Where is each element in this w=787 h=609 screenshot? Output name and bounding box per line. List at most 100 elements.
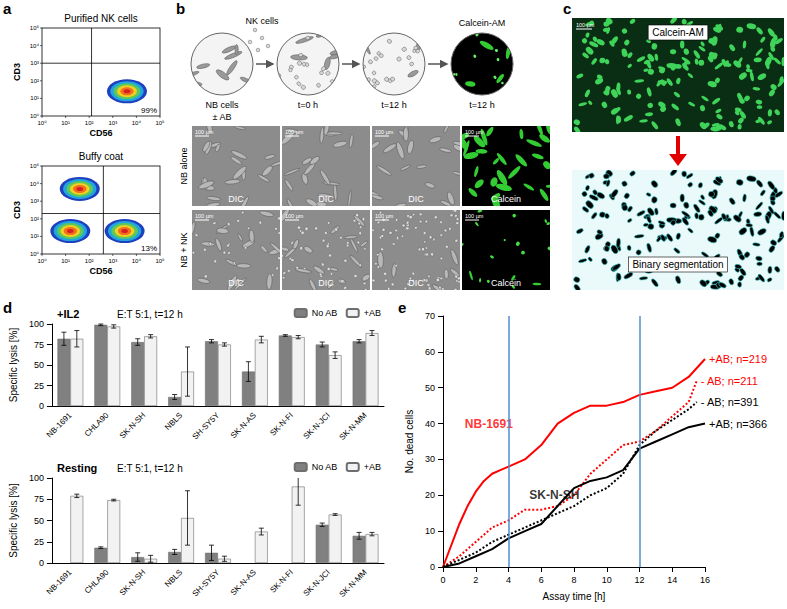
svg-text:8: 8: [571, 575, 576, 585]
svg-text:75: 75: [34, 494, 44, 504]
svg-text:Purified NK cells: Purified NK cells: [64, 13, 137, 24]
svg-text:No AB: No AB: [312, 308, 338, 318]
svg-text:Resting: Resting: [57, 462, 97, 474]
svg-text:10⁰: 10⁰: [37, 258, 47, 264]
svg-text:50: 50: [425, 383, 435, 393]
svg-text:14: 14: [667, 575, 677, 585]
svg-text:DIC: DIC: [228, 278, 244, 288]
svg-text:SK-N-AS: SK-N-AS: [229, 411, 258, 440]
svg-text:10⁵: 10⁵: [30, 163, 40, 169]
svg-text:13%: 13%: [141, 244, 157, 253]
svg-text:10³: 10³: [30, 198, 39, 204]
svg-text:NBLS: NBLS: [163, 411, 184, 432]
svg-text:100 µm: 100 µm: [465, 213, 484, 219]
svg-text:CD3: CD3: [12, 201, 22, 219]
svg-text:100: 100: [29, 473, 44, 483]
svg-text:b: b: [176, 0, 185, 17]
svg-text:+AB; n=366: +AB; n=366: [709, 418, 767, 430]
svg-text:10³: 10³: [108, 120, 117, 126]
svg-text:10¹: 10¹: [61, 258, 70, 264]
svg-text:2: 2: [473, 575, 478, 585]
svg-text:10¹: 10¹: [30, 95, 39, 101]
svg-text:c: c: [563, 0, 571, 17]
svg-text:SK-N-SH: SK-N-SH: [118, 568, 148, 598]
svg-text:CD56: CD56: [89, 128, 112, 138]
svg-text:10: 10: [425, 526, 435, 536]
svg-text:- AB; n=211: - AB; n=211: [701, 375, 758, 387]
svg-text:0: 0: [440, 575, 445, 585]
svg-text:100 µm: 100 µm: [576, 22, 595, 28]
svg-text:SK-N-SH: SK-N-SH: [118, 411, 148, 441]
svg-text:NK cells: NK cells: [245, 16, 279, 26]
svg-text:Assay time [h]: Assay time [h]: [543, 591, 606, 602]
svg-text:40: 40: [425, 419, 435, 429]
svg-text:10²: 10²: [30, 78, 39, 84]
svg-text:10⁵: 10⁵: [155, 258, 165, 264]
svg-text:50: 50: [34, 360, 44, 370]
svg-text:t=12 h: t=12 h: [381, 100, 406, 110]
svg-text:0: 0: [430, 562, 435, 572]
svg-text:NB alone: NB alone: [179, 147, 189, 184]
svg-text:+AB: +AB: [364, 462, 381, 472]
svg-text:10⁰: 10⁰: [37, 120, 47, 126]
svg-text:100 µm: 100 µm: [285, 213, 304, 219]
svg-text:10⁰: 10⁰: [30, 113, 40, 119]
svg-text:CHLA90: CHLA90: [83, 567, 111, 595]
svg-text:DIC: DIC: [318, 278, 334, 288]
svg-text:CHLA90: CHLA90: [83, 410, 111, 438]
svg-text:CD3: CD3: [12, 63, 22, 81]
svg-text:99%: 99%: [141, 106, 157, 115]
svg-text:10²: 10²: [30, 216, 39, 222]
svg-text:Calcein: Calcein: [491, 194, 521, 204]
svg-text:SH-SY5Y: SH-SY5Y: [191, 410, 222, 441]
svg-text:SK-N-MM: SK-N-MM: [338, 411, 369, 442]
svg-text:10⁴: 10⁴: [132, 258, 142, 264]
svg-text:Buffy coat: Buffy coat: [79, 151, 124, 162]
svg-text:10⁴: 10⁴: [132, 120, 142, 126]
svg-text:SK-N-AS: SK-N-AS: [229, 568, 258, 597]
svg-text:Calcein: Calcein: [491, 278, 521, 288]
svg-text:SH-SY5Y: SH-SY5Y: [191, 567, 222, 598]
svg-text:100 µm: 100 µm: [195, 129, 214, 135]
svg-text:25: 25: [34, 381, 44, 391]
svg-text:NB-1691: NB-1691: [45, 567, 74, 596]
svg-text:NB cells: NB cells: [205, 100, 239, 110]
svg-text:a: a: [3, 0, 12, 17]
svg-text:SK-N-JCI: SK-N-JCI: [302, 411, 332, 441]
svg-text:100: 100: [29, 319, 44, 329]
svg-text:NB-1691: NB-1691: [465, 417, 513, 431]
svg-text:d: d: [3, 299, 12, 316]
svg-text:10: 10: [602, 575, 612, 585]
svg-text:10⁰: 10⁰: [30, 251, 40, 257]
svg-text:E:T 5:1, t=12 h: E:T 5:1, t=12 h: [117, 463, 183, 474]
svg-text:25: 25: [34, 537, 44, 547]
svg-text:E:T 5:1, t=12 h: E:T 5:1, t=12 h: [117, 309, 183, 320]
svg-text:10¹: 10¹: [30, 233, 39, 239]
svg-text:e: e: [398, 299, 406, 316]
svg-text:NB-1691: NB-1691: [45, 410, 74, 439]
svg-text:6: 6: [539, 575, 544, 585]
svg-text:50: 50: [34, 516, 44, 526]
svg-text:0: 0: [39, 558, 44, 568]
svg-text:100 µm: 100 µm: [285, 129, 304, 135]
svg-text:SK-N-JCI: SK-N-JCI: [302, 568, 332, 598]
svg-text:t=12 h: t=12 h: [469, 100, 494, 110]
svg-text:100 µm: 100 µm: [375, 129, 394, 135]
svg-text:100 µm: 100 µm: [375, 213, 394, 219]
svg-text:10³: 10³: [108, 258, 117, 264]
svg-text:± AB: ± AB: [213, 112, 232, 122]
svg-text:16: 16: [700, 575, 710, 585]
svg-text:12: 12: [634, 575, 644, 585]
svg-text:Specific lysis [%]: Specific lysis [%]: [8, 483, 19, 558]
svg-text:SK-N-SH: SK-N-SH: [529, 488, 579, 502]
svg-text:10⁴: 10⁴: [30, 43, 40, 49]
svg-text:t=0 h: t=0 h: [298, 100, 318, 110]
svg-text:10⁵: 10⁵: [155, 120, 165, 126]
svg-text:Calcein-AM: Calcein-AM: [652, 27, 704, 38]
svg-text:60: 60: [425, 347, 435, 357]
svg-text:Binary segmentation: Binary segmentation: [632, 259, 723, 270]
svg-text:100 µm: 100 µm: [195, 213, 214, 219]
svg-text:No. dead cells: No. dead cells: [404, 410, 415, 473]
svg-text:DIC: DIC: [318, 194, 334, 204]
svg-text:100 µm: 100 µm: [465, 129, 484, 135]
